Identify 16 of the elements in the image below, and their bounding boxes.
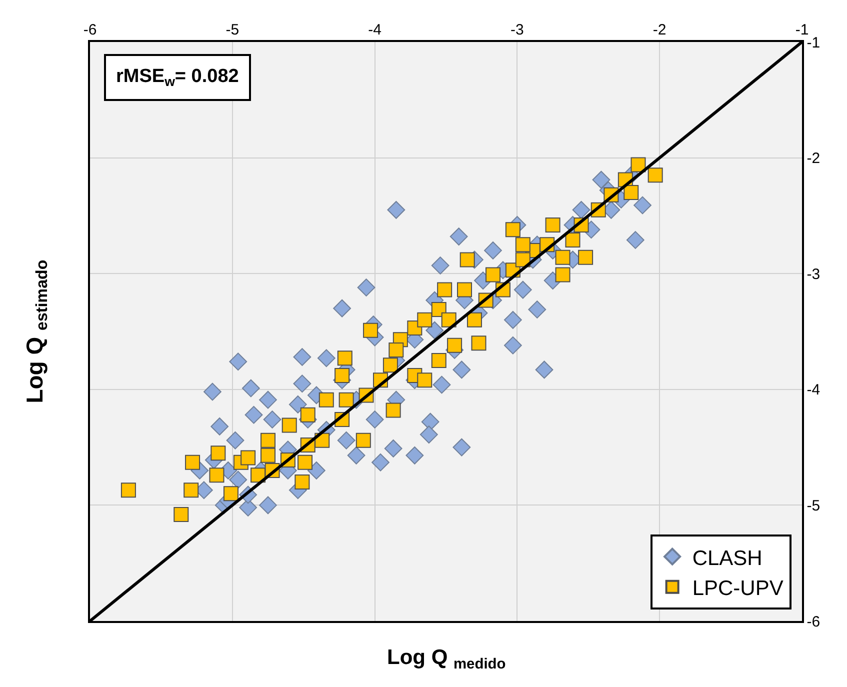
- x-axis-title: Log Q $_{medido}$: [387, 646, 506, 672]
- y-tick-label: -1: [806, 34, 820, 52]
- y-tick-label: -4: [806, 382, 820, 399]
- legend-label: CLASH: [692, 546, 762, 570]
- y-tick-label: -5: [806, 497, 820, 514]
- x-tick-label: -1: [795, 21, 809, 38]
- x-tick-label: -2: [652, 21, 666, 38]
- y-tick-label: -3: [806, 266, 820, 283]
- y-tick-label: -6: [806, 613, 820, 630]
- x-tick-label: -5: [226, 21, 240, 38]
- annotation: rMSE$_{w}$= 0.082: [116, 66, 239, 89]
- legend-label: LPC-UPV: [692, 577, 784, 600]
- x-tick-label: -6: [83, 21, 97, 38]
- x-tick-label: -4: [368, 21, 382, 38]
- x-tick-label: -3: [510, 21, 524, 38]
- y-tick-label: -2: [806, 150, 820, 168]
